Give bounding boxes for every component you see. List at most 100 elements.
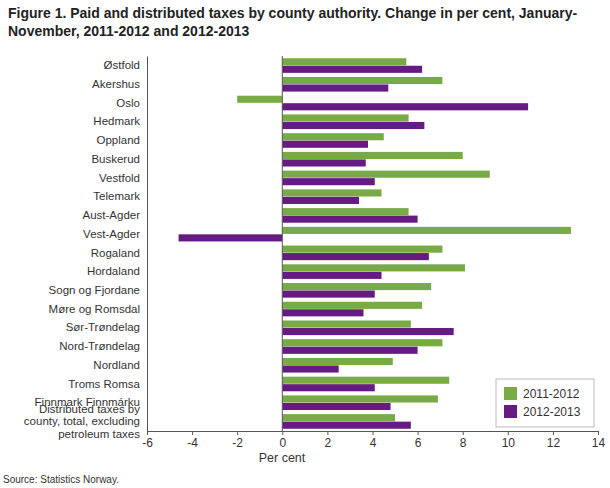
category-label: Oslo bbox=[116, 97, 140, 109]
bar bbox=[282, 309, 363, 316]
tick: 10 bbox=[502, 431, 516, 450]
legend: 2011-20122012-2013 bbox=[496, 379, 594, 427]
zero-line bbox=[282, 56, 283, 431]
tick: -2 bbox=[232, 431, 243, 450]
tick-mark bbox=[327, 431, 328, 435]
bar bbox=[282, 264, 465, 271]
source: Source: Statistics Norway. bbox=[3, 474, 119, 485]
bar bbox=[179, 234, 283, 241]
tick-label: 6 bbox=[415, 436, 422, 450]
tick: 2 bbox=[325, 431, 332, 450]
tick: Nordland bbox=[93, 359, 147, 371]
tick: Oppland bbox=[97, 134, 147, 146]
y-axis: Østfold Akershus Oslo Hedmark Oppland Buskeru… bbox=[24, 57, 148, 440]
bar bbox=[282, 377, 449, 384]
category-label: Vestfold bbox=[99, 172, 140, 184]
tick: 12 bbox=[547, 431, 561, 450]
bar bbox=[282, 384, 374, 391]
bar bbox=[282, 328, 453, 335]
tick-mark bbox=[418, 431, 419, 435]
category-label: Aust-Agder bbox=[82, 209, 140, 221]
tick-mark bbox=[463, 431, 464, 435]
x-axis-title: Per cent bbox=[259, 451, 306, 465]
tick: Vestfold bbox=[99, 172, 147, 184]
category-label: Hordaland bbox=[87, 265, 140, 277]
category-label: Hedmark bbox=[93, 115, 140, 127]
bar bbox=[282, 302, 422, 309]
bar bbox=[282, 422, 411, 429]
tick-mark bbox=[282, 431, 283, 435]
category-label: Vest-Agder bbox=[83, 228, 140, 240]
legend-swatch bbox=[504, 387, 517, 400]
tick: Distributed taxes bycounty, total, exclu… bbox=[24, 403, 147, 440]
tick-mark bbox=[192, 431, 193, 435]
tick: Sogn og Fjordane bbox=[49, 284, 147, 296]
bar bbox=[237, 96, 282, 103]
tick-mark bbox=[598, 431, 599, 435]
tick: -6 bbox=[142, 431, 153, 450]
bar bbox=[282, 103, 528, 110]
bar bbox=[282, 414, 395, 421]
tick-label: -2 bbox=[232, 436, 243, 450]
category-label: Buskerud bbox=[91, 153, 140, 165]
tick-label: 12 bbox=[547, 436, 561, 450]
tick: 8 bbox=[460, 431, 467, 450]
tick-mark bbox=[508, 431, 509, 435]
category-label: Østfold bbox=[104, 59, 140, 71]
bar bbox=[282, 339, 442, 346]
bar bbox=[282, 122, 424, 129]
x-axis: -6-4-202468101214 bbox=[142, 431, 605, 450]
bar bbox=[282, 283, 431, 290]
category-label: Rogaland bbox=[91, 247, 140, 259]
bar bbox=[282, 320, 411, 327]
tick: Vest-Agder bbox=[83, 228, 147, 240]
bar bbox=[282, 208, 408, 215]
category-label: Nord-Trøndelag bbox=[59, 340, 140, 352]
bar bbox=[282, 189, 381, 196]
bar bbox=[282, 114, 408, 121]
bar bbox=[282, 152, 462, 159]
tick-label: 2 bbox=[325, 436, 332, 450]
tick: 14 bbox=[592, 431, 606, 450]
tick: Østfold bbox=[104, 59, 147, 71]
category-label: Sogn og Fjordane bbox=[49, 284, 140, 296]
category-label: Oppland bbox=[97, 134, 140, 146]
chart-title: Figure 1. Paid and distributed taxes by … bbox=[8, 4, 606, 40]
tick: -4 bbox=[187, 431, 198, 450]
tick-label: 14 bbox=[592, 436, 606, 450]
category-label: Distributed taxes bycounty, total, exclu… bbox=[24, 403, 140, 440]
legend-box bbox=[496, 379, 594, 427]
axis-line bbox=[148, 432, 599, 436]
tick: Akershus bbox=[92, 78, 147, 90]
tick-mark bbox=[237, 431, 238, 435]
bar bbox=[282, 197, 359, 204]
bar bbox=[282, 395, 438, 402]
tick-mark bbox=[147, 431, 148, 435]
category-label: Akershus bbox=[92, 78, 140, 90]
legend-label: 2012-2013 bbox=[523, 405, 581, 419]
bar bbox=[282, 58, 406, 65]
bar bbox=[282, 216, 417, 223]
bar bbox=[282, 246, 442, 253]
chart: -6-4-202468101214ØstfoldAkershusOsloHedm… bbox=[0, 0, 610, 488]
category-label: Troms Romsa bbox=[68, 378, 140, 390]
category-label: Telemark bbox=[93, 190, 140, 202]
bar bbox=[282, 227, 571, 234]
tick: Hedmark bbox=[93, 115, 147, 127]
tick-label: -4 bbox=[187, 436, 198, 450]
tick-label: 0 bbox=[279, 436, 286, 450]
tick: Rogaland bbox=[91, 247, 147, 259]
bar bbox=[282, 272, 381, 279]
tick-mark bbox=[373, 431, 374, 435]
bar bbox=[282, 66, 422, 73]
bar bbox=[282, 171, 489, 178]
axis-line bbox=[147, 57, 148, 432]
tick: Møre og Romsdal bbox=[49, 303, 147, 315]
tick-label: 10 bbox=[502, 436, 516, 450]
tick: 0 bbox=[279, 431, 286, 450]
tick: Sør-Trøndelag bbox=[66, 321, 147, 333]
tick: Buskerud bbox=[91, 153, 147, 165]
tick: Oslo bbox=[116, 97, 147, 109]
bar bbox=[282, 178, 374, 185]
bar bbox=[282, 77, 442, 84]
